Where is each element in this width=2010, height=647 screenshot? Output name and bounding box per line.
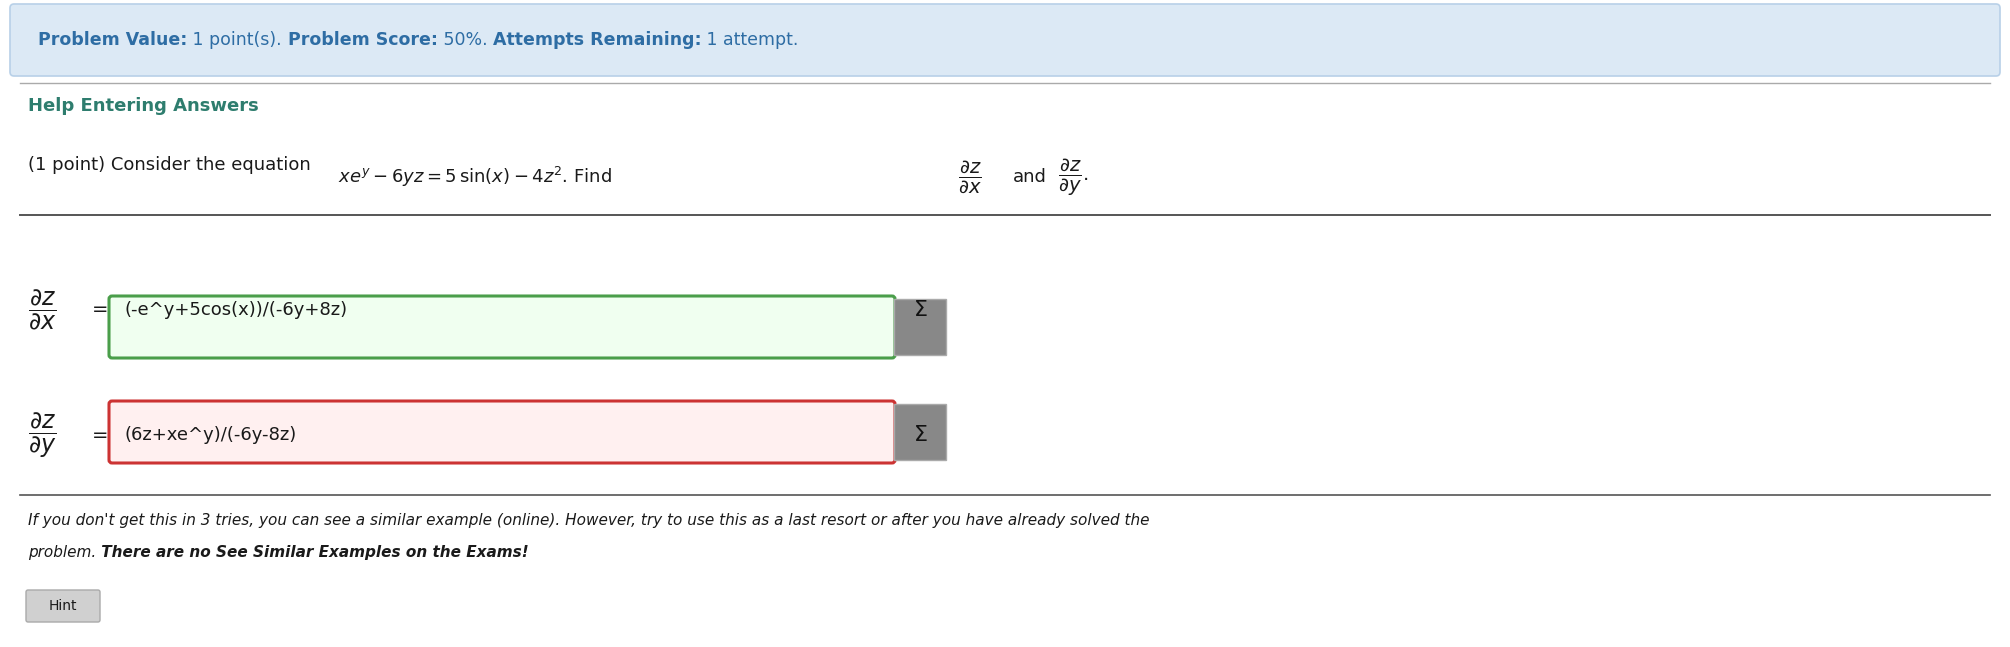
Text: Problem Value:: Problem Value: <box>38 31 187 49</box>
Text: (6z+xe^y)/(-6y-8z): (6z+xe^y)/(-6y-8z) <box>125 426 295 444</box>
Text: Problem Score:: Problem Score: <box>287 31 438 49</box>
Text: 50%.: 50%. <box>438 31 492 49</box>
Text: problem.: problem. <box>28 545 96 560</box>
Text: Attempts Remaining:: Attempts Remaining: <box>492 31 701 49</box>
Text: $\dfrac{\partial z}{\partial x}$: $\dfrac{\partial z}{\partial x}$ <box>28 288 56 332</box>
Text: $xe^{y} - 6yz = 5\,\sin(x) - 4z^2$. Find: $xe^{y} - 6yz = 5\,\sin(x) - 4z^2$. Find <box>338 165 611 189</box>
Text: $\dfrac{\partial z}{\partial x}$: $\dfrac{\partial z}{\partial x}$ <box>959 159 981 195</box>
FancyBboxPatch shape <box>109 401 894 463</box>
Text: (-e^y+5cos(x))/(-6y+8z): (-e^y+5cos(x))/(-6y+8z) <box>125 301 348 319</box>
FancyBboxPatch shape <box>894 299 947 355</box>
FancyBboxPatch shape <box>10 4 2000 76</box>
Text: If you don't get this in 3 tries, you can see a similar example (online). Howeve: If you don't get this in 3 tries, you ca… <box>28 512 1150 527</box>
Text: $\dfrac{\partial z}{\partial y}$$.$: $\dfrac{\partial z}{\partial y}$$.$ <box>1057 157 1087 197</box>
FancyBboxPatch shape <box>894 404 947 460</box>
Text: =: = <box>92 426 109 444</box>
Text: =: = <box>92 300 109 320</box>
Text: There are no See Similar Examples on the Exams!: There are no See Similar Examples on the… <box>96 545 529 560</box>
Text: (1 point) Consider the equation: (1 point) Consider the equation <box>28 156 316 174</box>
Text: Help Entering Answers: Help Entering Answers <box>28 97 259 115</box>
Text: 1 point(s).: 1 point(s). <box>187 31 287 49</box>
FancyBboxPatch shape <box>26 590 100 622</box>
Text: 1 attempt.: 1 attempt. <box>701 31 798 49</box>
Text: $\Sigma$: $\Sigma$ <box>913 300 927 320</box>
FancyBboxPatch shape <box>109 296 894 358</box>
Text: $\Sigma$: $\Sigma$ <box>913 425 927 445</box>
Text: Hint: Hint <box>48 599 76 613</box>
Text: $\dfrac{\partial z}{\partial y}$: $\dfrac{\partial z}{\partial y}$ <box>28 410 56 459</box>
Text: and: and <box>1013 168 1047 186</box>
